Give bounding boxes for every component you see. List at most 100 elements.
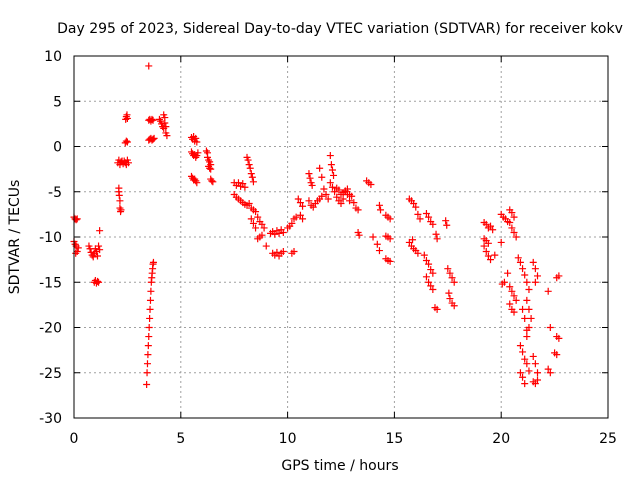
data-points <box>70 62 563 389</box>
data-point-marker <box>422 257 430 265</box>
data-point-marker <box>355 231 363 239</box>
data-point-marker <box>425 278 433 286</box>
data-point-marker <box>487 222 495 230</box>
data-point-marker <box>245 161 253 169</box>
x-tick-label: 25 <box>599 431 617 447</box>
data-point-marker <box>521 271 529 279</box>
data-point-marker <box>161 114 169 122</box>
data-point-marker <box>74 244 82 252</box>
data-point-marker <box>506 219 514 227</box>
data-point-marker <box>296 211 304 219</box>
data-point-marker <box>147 287 155 295</box>
data-point-marker <box>72 249 80 257</box>
data-point-marker <box>450 278 458 286</box>
data-point-marker <box>510 213 518 221</box>
data-point-marker <box>523 326 531 334</box>
data-point-marker <box>420 251 428 259</box>
data-point-marker <box>248 173 256 181</box>
data-point-marker <box>320 185 328 193</box>
data-point-marker <box>480 242 488 250</box>
data-point-marker <box>122 137 130 145</box>
chart-title: Day 295 of 2023, Sidereal Day-to-day VTE… <box>57 21 623 37</box>
data-point-marker <box>308 181 316 189</box>
data-point-marker <box>414 210 422 218</box>
data-point-marker <box>546 324 554 331</box>
data-point-marker <box>162 123 170 131</box>
data-point-marker <box>275 229 283 237</box>
data-point-marker <box>246 164 254 172</box>
data-point-marker <box>521 314 529 322</box>
data-point-marker <box>531 380 539 388</box>
data-point-marker <box>519 305 527 313</box>
data-point-marker <box>508 209 516 217</box>
data-point-marker <box>416 215 424 223</box>
data-point-marker <box>333 193 341 201</box>
data-point-marker <box>525 305 533 313</box>
y-tick-label: -25 <box>39 366 62 382</box>
data-point-marker <box>299 202 307 210</box>
data-point-marker <box>531 265 539 273</box>
data-point-marker <box>442 217 450 225</box>
data-point-marker <box>446 295 454 303</box>
data-point-marker <box>290 247 298 255</box>
data-point-marker <box>271 230 279 238</box>
data-point-marker <box>252 224 260 232</box>
data-point-marker <box>519 348 527 356</box>
data-point-marker <box>343 185 351 193</box>
data-point-marker <box>555 334 563 342</box>
data-point-marker <box>116 197 124 205</box>
data-point-marker <box>89 253 97 261</box>
y-tick-label: 5 <box>53 94 62 110</box>
data-point-marker <box>500 278 508 286</box>
data-point-marker <box>73 215 81 223</box>
data-point-marker <box>425 213 433 221</box>
data-point-marker <box>318 173 326 181</box>
data-point-marker <box>273 248 281 256</box>
y-tick-label: -15 <box>39 275 62 291</box>
data-point-marker <box>531 360 539 368</box>
data-point-marker <box>309 203 317 211</box>
data-point-marker <box>350 199 358 207</box>
data-point-marker <box>445 289 453 297</box>
data-point-marker <box>117 206 125 214</box>
data-point-marker <box>163 132 171 140</box>
data-point-marker <box>249 219 257 227</box>
y-tick-label: 10 <box>44 49 62 65</box>
data-point-marker <box>544 287 552 295</box>
data-point-marker <box>193 138 201 146</box>
data-point-marker <box>506 300 514 308</box>
y-tick-label: -5 <box>48 185 62 201</box>
data-point-marker <box>422 209 430 217</box>
data-point-marker <box>192 134 200 142</box>
data-point-marker <box>534 376 542 384</box>
data-point-marker <box>296 199 304 207</box>
data-point-marker <box>95 278 103 286</box>
data-point-marker <box>510 292 518 300</box>
data-point-marker <box>523 296 531 304</box>
data-point-marker <box>328 166 336 174</box>
y-tick-label: -30 <box>39 411 62 427</box>
y-axis-ticks: -30 -25 -20 -15 -10 -5 0 5 10 <box>39 49 608 427</box>
data-point-marker <box>519 373 527 381</box>
data-point-marker <box>484 252 492 260</box>
data-point-marker <box>386 215 394 223</box>
data-point-marker <box>331 188 339 196</box>
data-point-marker <box>306 174 314 182</box>
data-point-marker <box>279 247 287 255</box>
data-point-marker <box>96 227 104 235</box>
data-point-marker <box>294 195 302 203</box>
y-axis-title: SDTVAR / TECUs <box>7 180 23 295</box>
data-point-marker <box>144 342 152 350</box>
data-point-marker <box>146 296 154 304</box>
data-point-marker <box>288 219 296 227</box>
data-point-marker <box>377 206 385 214</box>
data-point-marker <box>93 252 101 260</box>
data-point-marker <box>326 179 334 187</box>
data-point-marker <box>337 200 345 208</box>
data-point-marker <box>433 235 441 243</box>
data-point-marker <box>409 236 417 244</box>
data-point-marker <box>427 282 435 290</box>
data-point-marker <box>247 215 255 223</box>
data-point-marker <box>521 380 529 388</box>
data-point-marker <box>322 190 330 198</box>
